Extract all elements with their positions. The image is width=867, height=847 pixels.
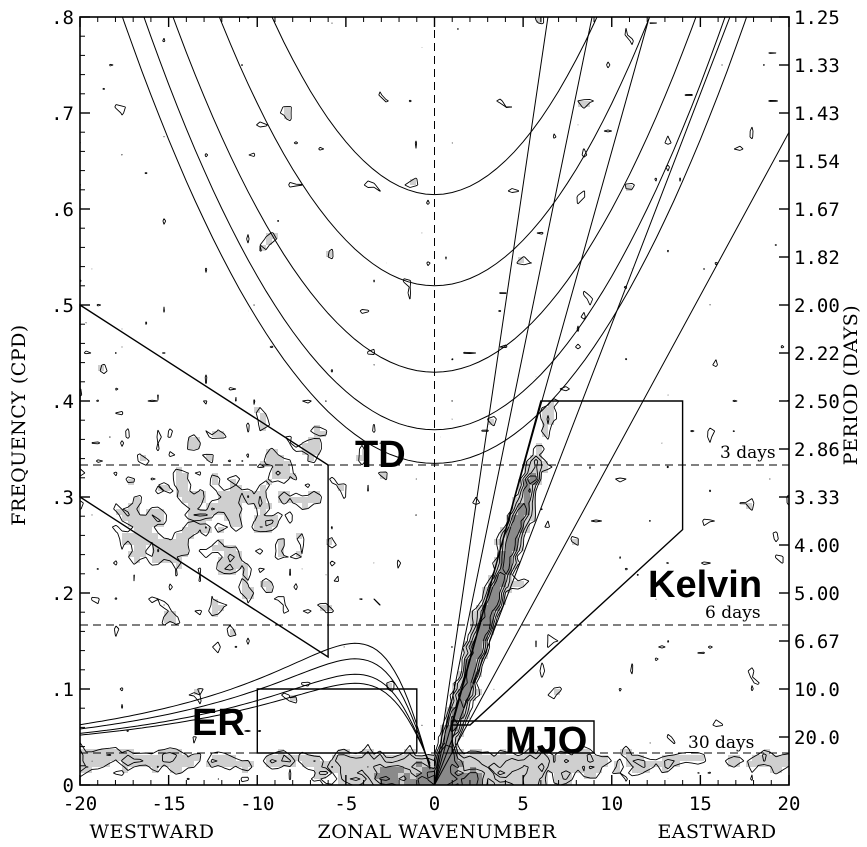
- power-contours: [80, 17, 789, 785]
- y2-tick-label-11: 4.00: [794, 535, 840, 557]
- annotation-30-days: 30 days: [688, 733, 754, 753]
- region-box-mjo: [451, 720, 595, 754]
- region-boxes: [79, 303, 684, 754]
- y-tick-label-5: .5: [51, 295, 74, 317]
- y-tick-label-3: .3: [51, 487, 74, 509]
- y2-tick-label-0: 1.25: [794, 7, 840, 29]
- region-box-er: [256, 688, 418, 754]
- x-tick-label-7: 15: [689, 793, 712, 815]
- y2-tick-label-4: 1.67: [794, 199, 840, 221]
- y2-tick-label-8: 2.50: [794, 391, 840, 413]
- y2-tick-label-2: 1.43: [794, 103, 840, 125]
- x-axis-title: ZONAL WAVENUMBER: [318, 821, 557, 843]
- y2-tick-label-14: 10.0: [794, 679, 840, 701]
- region-label-er: ER: [192, 702, 245, 744]
- y-tick-label-8: .8: [51, 7, 74, 29]
- region-box-kelvin: [451, 400, 684, 726]
- y2-axis-title: PERIOD (DAYS): [840, 305, 862, 465]
- y2-tick-label-3: 1.54: [794, 151, 840, 173]
- kelvin-line-4: [434, 17, 593, 785]
- x-tick-label-4: 0: [429, 793, 440, 815]
- y-axis-title: FREQUENCY (CPD): [8, 324, 30, 525]
- y-tick-label-4: .4: [51, 391, 74, 413]
- rossby-curve-2: [80, 658, 431, 768]
- shading-dark: [374, 473, 536, 785]
- rossby-curve-3: [80, 673, 431, 766]
- rossby-curve-1: [80, 642, 431, 770]
- rossby-curve-4: [80, 682, 431, 764]
- annotation-3-days: 3 days: [720, 443, 776, 463]
- y2-tick-label-15: 20.0: [794, 727, 840, 749]
- y2-tick-label-13: 6.67: [794, 631, 840, 653]
- x-tick-label-3: -5: [334, 793, 357, 815]
- x-axis-label-eastward: EASTWARD: [657, 821, 776, 843]
- axis-ticks: -20 -15 -10 -5 0 5 10 15 20 0 .1 .2 .3 .4 .5 .6 .7 .8 1.25…: [51, 7, 840, 815]
- y2-tick-label-10: 3.33: [794, 487, 840, 509]
- x-tick-label-1: -15: [151, 793, 185, 815]
- gravity-curve-4: [143, 17, 726, 431]
- y-tick-label-0: 0: [63, 775, 74, 797]
- y-tick-label-2: .2: [51, 583, 74, 605]
- x-tick-label-0: -20: [63, 793, 97, 815]
- y-tick-label-6: .6: [51, 199, 74, 221]
- kelvin-line-5: [434, 17, 549, 785]
- x-tick-label-5: 5: [517, 793, 528, 815]
- kelvin-line-2: [434, 17, 731, 785]
- region-label-td: TD: [355, 434, 406, 476]
- y2-tick-label-6: 2.00: [794, 295, 840, 317]
- y2-tick-label-1: 1.33: [794, 55, 840, 77]
- y2-tick-label-5: 1.82: [794, 247, 840, 269]
- gravity-curve-2: [218, 17, 651, 287]
- y-tick-label-7: .7: [51, 103, 74, 125]
- y-tick-label-1: .1: [51, 679, 74, 701]
- reference-lines: [80, 17, 789, 785]
- x-tick-label-6: 10: [600, 793, 623, 815]
- x-tick-label-2: -10: [240, 793, 274, 815]
- region-box-td: [79, 303, 329, 659]
- gravity-curve-1: [271, 17, 598, 196]
- region-label-mjo: MJO: [505, 720, 587, 762]
- kelvin-line-3: [434, 17, 650, 785]
- annotation-6-days: 6 days: [705, 603, 761, 623]
- contour-level-2: [80, 415, 767, 785]
- shading-light: [80, 17, 789, 785]
- region-label-kelvin: Kelvin: [648, 564, 762, 606]
- power-shading: [80, 17, 789, 785]
- y2-tick-label-12: 5.00: [794, 583, 840, 605]
- contour-level-1: [80, 17, 789, 785]
- kelvin-line-1: [434, 131, 789, 785]
- y2-tick-label-9: 2.86: [794, 439, 840, 461]
- x-tick-label-8: 20: [778, 793, 801, 815]
- x-axis-label-westward: WESTWARD: [90, 821, 215, 843]
- y2-tick-label-7: 2.22: [794, 343, 840, 365]
